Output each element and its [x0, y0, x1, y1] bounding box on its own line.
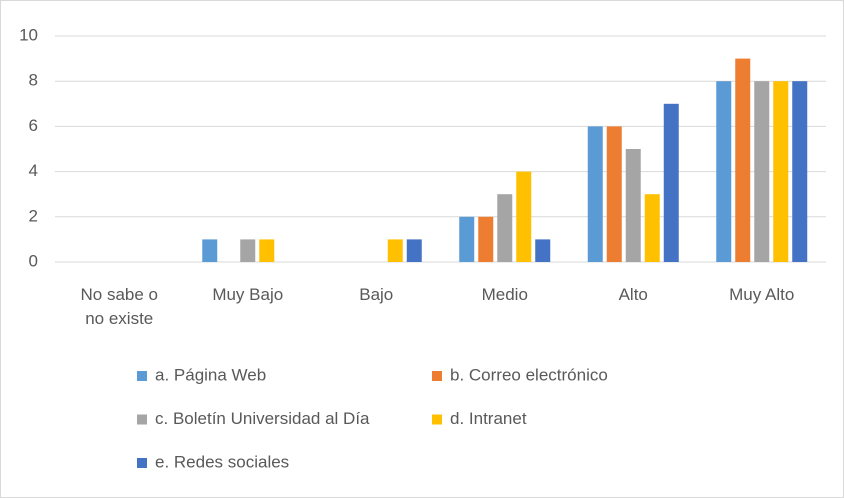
- y-tick-label: 0: [29, 251, 38, 270]
- x-tick-label: Medio: [481, 285, 528, 304]
- legend-swatch: [137, 414, 147, 425]
- x-tick-label: Bajo: [359, 285, 394, 304]
- bar: [387, 239, 403, 262]
- bar: [716, 81, 732, 262]
- legend-swatch: [432, 371, 442, 381]
- legend-label: a. Página Web: [155, 365, 266, 384]
- x-tick-label: Alto: [618, 285, 648, 304]
- legend-label: e. Redes sociales: [155, 452, 289, 471]
- x-tick-label: No sabe o no existe: [80, 285, 159, 328]
- y-tick-label: 10: [19, 25, 38, 44]
- bar: [735, 58, 751, 262]
- y-tick-label: 6: [29, 116, 38, 135]
- bar: [792, 81, 808, 262]
- y-tick-label: 4: [29, 161, 38, 180]
- y-tick-label: 2: [29, 206, 38, 225]
- bar: [625, 149, 641, 262]
- legend-swatch: [137, 458, 147, 468]
- bar: [587, 126, 603, 263]
- legend-label: d. Intranet: [450, 409, 527, 428]
- bar: [773, 81, 789, 262]
- bar: [259, 239, 275, 262]
- bar: [202, 239, 218, 262]
- legend-swatch: [137, 371, 147, 381]
- x-tick-label: Muy Bajo: [212, 285, 284, 304]
- bar: [478, 216, 494, 262]
- x-tick-label: Muy Alto: [729, 285, 795, 304]
- bar: [663, 103, 679, 262]
- bar: [406, 239, 422, 262]
- bar: [459, 216, 475, 262]
- y-tick-label: 8: [29, 71, 38, 90]
- legend-swatch: [432, 414, 442, 425]
- bar: [644, 194, 660, 262]
- legend-label: c. Boletín Universidad al Día: [155, 409, 370, 428]
- bar: [606, 126, 622, 263]
- bar: [240, 239, 256, 262]
- legend-label: b. Correo electrónico: [450, 365, 608, 384]
- bar: [497, 194, 513, 262]
- bar: [516, 171, 532, 262]
- bar: [535, 239, 551, 262]
- bar: [754, 81, 770, 262]
